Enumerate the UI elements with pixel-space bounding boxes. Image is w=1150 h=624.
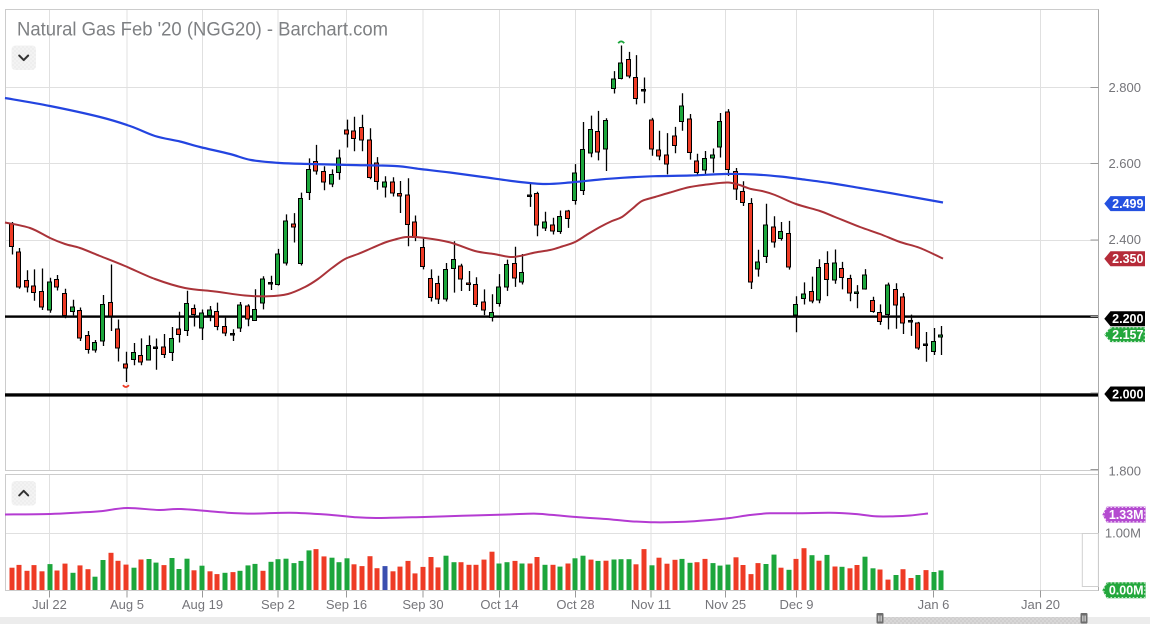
svg-text:2.499: 2.499 (1112, 197, 1143, 211)
svg-text:0.00M: 0.00M (1109, 584, 1144, 598)
svg-text:Sep 30: Sep 30 (402, 597, 443, 612)
svg-text:2.800: 2.800 (1108, 80, 1141, 95)
svg-text:Aug 19: Aug 19 (182, 597, 223, 612)
svg-text:Aug 5: Aug 5 (110, 597, 144, 612)
svg-text:Natural Gas Feb '20 (NGG20) -: Natural Gas Feb '20 (NGG20) - Barchart.c… (17, 20, 388, 41)
svg-text:2.400: 2.400 (1108, 232, 1141, 247)
svg-text:Sep 16: Sep 16 (326, 597, 367, 612)
svg-text:Jan 20: Jan 20 (1021, 597, 1060, 612)
svg-text:Dec 9: Dec 9 (780, 597, 814, 612)
svg-text:Oct 14: Oct 14 (480, 597, 518, 612)
svg-text:Jan 6: Jan 6 (918, 597, 950, 612)
svg-text:Nov 11: Nov 11 (631, 597, 671, 612)
svg-text:2.000: 2.000 (1112, 387, 1143, 401)
svg-text:Oct 28: Oct 28 (556, 597, 594, 612)
svg-text:2.350: 2.350 (1112, 252, 1143, 266)
svg-text:2.157: 2.157 (1112, 328, 1143, 342)
svg-text:2.600: 2.600 (1108, 156, 1141, 171)
svg-text:1.33M: 1.33M (1109, 508, 1144, 522)
svg-text:Jul 22: Jul 22 (32, 597, 67, 612)
svg-text:Sep 2: Sep 2 (261, 597, 295, 612)
svg-text:1.800: 1.800 (1108, 464, 1141, 479)
svg-text:2.200: 2.200 (1112, 312, 1143, 326)
svg-text:Nov 25: Nov 25 (705, 597, 746, 612)
svg-text:1.00M: 1.00M (1105, 525, 1141, 540)
